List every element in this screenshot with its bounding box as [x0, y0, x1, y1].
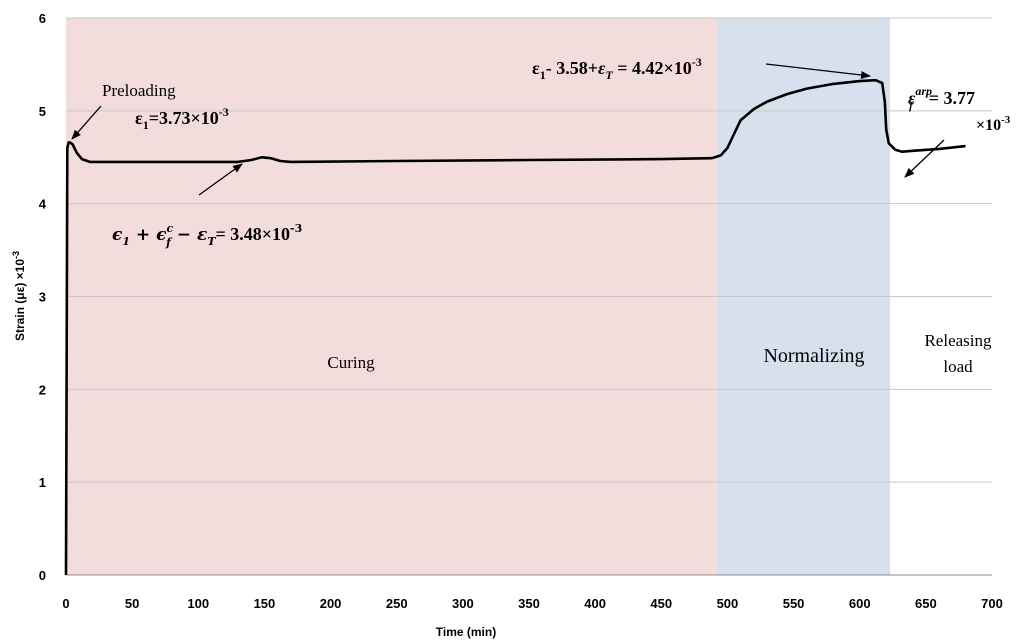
y-tick-label: 2: [39, 382, 46, 397]
region-label-load: load: [943, 357, 973, 376]
norm-eps1: ε: [532, 58, 540, 78]
curing-eps1: ϵ: [112, 225, 123, 245]
x-tick-label: 450: [650, 596, 672, 611]
x-tick-label: 100: [187, 596, 209, 611]
x-tick-label: 150: [254, 596, 276, 611]
eps1-exp: -3: [219, 105, 229, 119]
y-tick-label: 0: [39, 568, 46, 583]
norm-mid: - 3.58+: [546, 58, 598, 78]
release-arrow: [904, 139, 945, 178]
y-axis-title-group: Strain (με) ×10-3: [11, 251, 27, 341]
eps1-symbol: ε: [135, 108, 143, 128]
x-tick-label: 0: [62, 596, 69, 611]
normalizing-arrow: [765, 63, 871, 79]
eps1-annotation: ε1=3.73×10-3: [135, 105, 229, 132]
x-tick-label: 350: [518, 596, 540, 611]
x-tick-label: 50: [125, 596, 139, 611]
norm-value: = 4.42×10: [613, 58, 692, 78]
y-axis-title-sup: -3: [11, 251, 21, 259]
normalizing-expression: ε1- 3.58+εT = 4.42×10-3: [532, 55, 702, 82]
release-unit-exp: -3: [1001, 114, 1011, 126]
x-tick-label: 250: [386, 596, 408, 611]
y-tick-label: 4: [39, 197, 47, 212]
norm-epsT: ε: [598, 58, 606, 78]
region-label-curing: Curing: [327, 353, 375, 372]
norm-eps1-sub: 1: [540, 68, 546, 82]
x-tick-label: 200: [320, 596, 342, 611]
curing-sup-c: c: [166, 222, 173, 235]
x-tick-label: 600: [849, 596, 871, 611]
eps1-sub: 1: [143, 118, 149, 132]
x-tick-labels: 0 50 100 150 200 250 300 350 400 450 500 550 600 650 7…: [62, 596, 1002, 611]
curing-arrow: [198, 163, 243, 196]
x-tick-label: 500: [717, 596, 739, 611]
release-unit: ×10-3: [976, 114, 1011, 134]
norm-exp: -3: [692, 55, 702, 69]
x-tick-label: 300: [452, 596, 474, 611]
curing-exp: -3: [290, 222, 302, 235]
release-sub: f: [909, 100, 914, 112]
x-tick-label: 400: [584, 596, 606, 611]
release-sup: arp: [915, 84, 932, 98]
curing-minus-eps: − ε: [171, 225, 207, 245]
preloading-arrow: [71, 105, 102, 140]
preloading-label: Preloading: [102, 81, 176, 100]
norm-epsT-sub: T: [605, 68, 613, 82]
x-axis-title: Time (min): [436, 625, 496, 639]
region-label-normalizing: Normalizing: [763, 345, 864, 367]
release-eps: ε: [908, 88, 916, 108]
x-tick-label: 650: [915, 596, 937, 611]
strain-series-line: [64, 78, 966, 576]
release-value: = 3.77: [929, 88, 975, 108]
y-axis-title: Strain (με) ×10: [13, 259, 27, 341]
eps1-value: =3.73×10: [149, 108, 219, 128]
y-tick-label: 5: [39, 104, 46, 119]
region-label-releasing: Releasing: [924, 331, 992, 350]
curing-eps1-sub: 1: [122, 235, 130, 248]
y-tick-labels: 0 1 2 3 4 5 6: [39, 11, 47, 583]
y-tick-label: 3: [39, 290, 46, 305]
release-unit-base: ×10: [976, 117, 1001, 134]
y-tick-label: 6: [39, 11, 46, 26]
curing-value: = 3.48×10: [216, 224, 291, 244]
curing-plus-eps: + ϵ: [130, 225, 167, 245]
svg-text:Strain (με) ×10-3: Strain (με) ×10-3: [11, 251, 27, 341]
gridlines: [66, 17, 992, 576]
y-tick-label: 1: [39, 475, 46, 490]
x-tick-label: 550: [783, 596, 805, 611]
curing-sub-T: T: [207, 235, 216, 248]
release-expression: εarp f = 3.77: [908, 84, 975, 112]
x-tick-label: 700: [981, 596, 1003, 611]
curing-expression: ϵ1 + ϵc f − εT= 3.48×10-3: [112, 222, 302, 249]
curing-sub-f: f: [165, 236, 173, 249]
